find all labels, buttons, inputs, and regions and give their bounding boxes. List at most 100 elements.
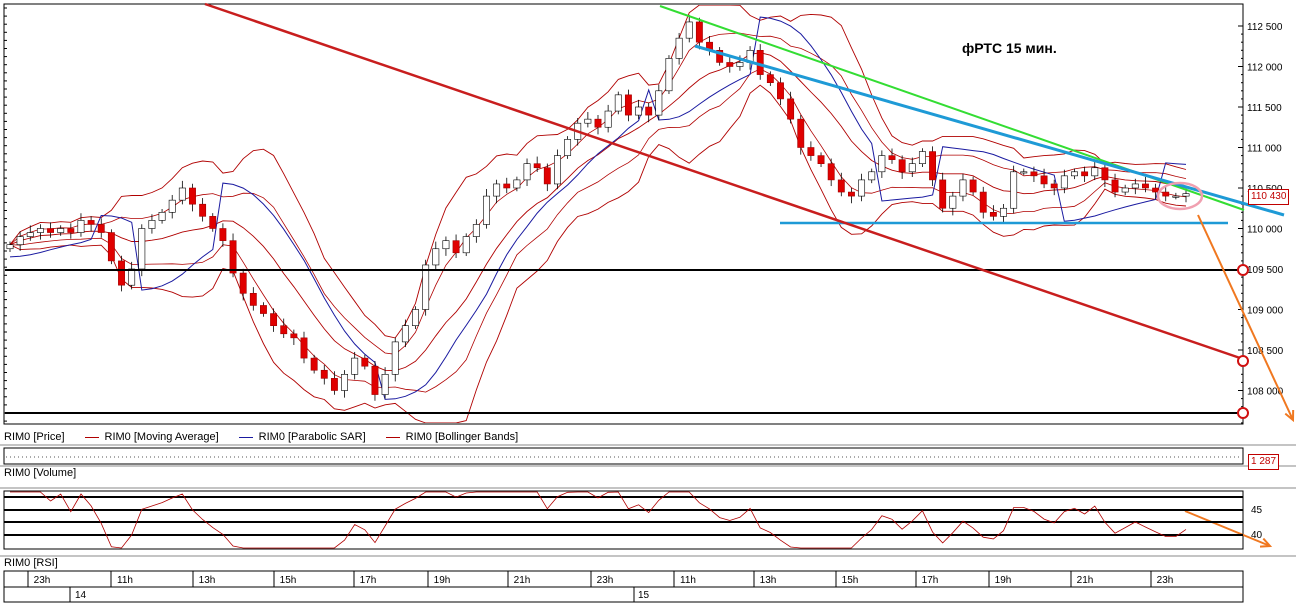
candle-down — [989, 212, 997, 217]
candle-down — [320, 369, 328, 379]
rsi-line — [10, 491, 1187, 549]
candle-up — [77, 220, 85, 233]
candle-down — [624, 94, 632, 116]
y-tick-label: 108 000 — [1247, 387, 1284, 398]
candle-up — [736, 62, 744, 67]
candle-down — [1162, 191, 1170, 197]
candle-up — [959, 179, 967, 197]
time-tick-label: 15h — [842, 575, 859, 586]
candle-down — [67, 228, 75, 233]
candle-down — [87, 220, 95, 225]
candle-up — [1091, 167, 1099, 177]
candle-up — [918, 151, 926, 165]
legend-item-moving-average[interactable]: RIM0 [Moving Average] — [84, 431, 219, 443]
candle-up — [635, 106, 642, 116]
volume-pane-label: RIM0 [Volume] — [4, 467, 77, 479]
candle-down — [290, 333, 298, 339]
candle-down — [118, 260, 125, 286]
y-tick-label: 108 500 — [1247, 346, 1284, 357]
bollinger-lower-line — [9, 84, 1187, 423]
candle-up — [401, 325, 409, 343]
trend-blue-descending — [694, 44, 1285, 217]
y-tick-label: 109 500 — [1247, 265, 1284, 276]
time-tick-label: 23h — [34, 575, 51, 586]
candle-down — [239, 272, 247, 294]
candle-down — [979, 191, 987, 213]
candle-up — [513, 179, 521, 189]
candle-down — [787, 98, 795, 120]
candle-down — [929, 151, 936, 181]
candle-down — [1050, 183, 1058, 189]
volume-pane-frame — [3, 447, 1244, 465]
trend-red-descending — [204, 2, 1244, 361]
candle-up — [1071, 171, 1078, 177]
rsi-tick-label: 45 — [1251, 505, 1263, 516]
rsi-pane-label: RIM0 [RSI] — [4, 557, 58, 569]
day-axis-frame — [3, 586, 1244, 603]
candle-up — [381, 373, 389, 395]
candle-down — [533, 163, 541, 169]
candle-up — [523, 163, 531, 181]
candle-down — [888, 155, 896, 160]
candle-down — [594, 118, 602, 128]
candle-up — [604, 110, 612, 128]
chart-legend: RIM0 [Price] RIM0 [Moving Average] RIM0 … — [4, 430, 538, 444]
candle-up — [665, 58, 673, 92]
candle-up — [1060, 175, 1068, 189]
candle-down — [695, 21, 703, 43]
candle-down — [1152, 187, 1160, 193]
time-tick-label: 15h — [280, 575, 297, 586]
candle-down — [361, 357, 369, 367]
candle-up — [128, 268, 136, 286]
time-tick-label: 11h — [117, 575, 133, 586]
time-tick-label: 13h — [760, 575, 777, 586]
legend-item-price[interactable]: RIM0 [Price] — [4, 431, 65, 443]
candle-up — [483, 195, 490, 225]
legend-swatch — [385, 436, 400, 438]
projection-arrow-rsi — [1184, 510, 1271, 547]
time-axis-frame — [3, 570, 1244, 588]
candle-down — [97, 224, 105, 233]
y-tick-label: 110 000 — [1247, 225, 1283, 236]
candle-up — [412, 309, 419, 327]
time-tick-label: 13h — [199, 575, 216, 586]
legend-label: RIM0 [Bollinger Bands] — [405, 431, 519, 443]
candle-up — [148, 220, 156, 229]
candle-up — [493, 183, 501, 197]
y-tick-label: 111 000 — [1247, 144, 1282, 155]
candle-up — [675, 37, 683, 59]
annotation-title: фРТС 15 мин. — [962, 40, 1057, 56]
candle-up — [462, 236, 470, 254]
time-tick-label: 19h — [434, 575, 451, 586]
candle-down — [1142, 183, 1149, 189]
candle-down — [249, 292, 257, 306]
candle-down — [827, 163, 835, 181]
time-tick-label: 21h — [1077, 575, 1094, 586]
legend-item-parabolic-sar[interactable]: RIM0 [Parabolic SAR] — [238, 431, 366, 443]
candle-down — [1030, 171, 1038, 177]
candle-down — [756, 49, 764, 75]
candle-down — [300, 337, 308, 359]
candle-up — [16, 236, 24, 246]
candle-down — [280, 325, 288, 335]
candle-down — [716, 49, 724, 63]
candle-up — [1000, 207, 1007, 217]
level-marker-circle — [1237, 264, 1249, 276]
time-tick-label: 17h — [922, 575, 939, 586]
plot-area — [5, 5, 1242, 423]
legend-item-bollinger[interactable]: RIM0 [Bollinger Bands] — [385, 431, 519, 443]
candle-down — [270, 313, 278, 326]
day-label: 14 — [75, 590, 87, 601]
candle-down — [1111, 179, 1119, 193]
candle-down — [939, 179, 947, 209]
legend-label: RIM0 [Price] — [4, 431, 65, 443]
candle-down — [260, 305, 267, 314]
candle-up — [158, 212, 166, 221]
candle-down — [209, 216, 217, 229]
candle-down — [1081, 171, 1089, 177]
bollinger-upper-line — [9, 5, 1187, 339]
candle-down — [371, 365, 379, 395]
candle-down — [797, 118, 805, 148]
candle-down — [1101, 167, 1109, 181]
